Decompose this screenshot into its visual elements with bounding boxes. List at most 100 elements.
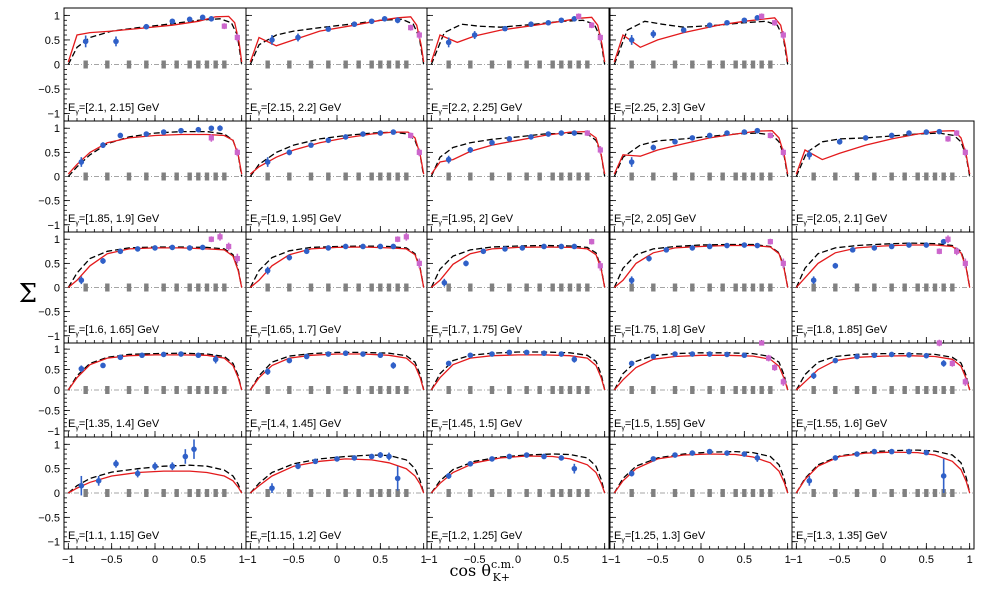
systematic-bar <box>672 172 678 181</box>
systematic-bar <box>196 172 201 181</box>
data-blue-point <box>286 149 293 156</box>
systematic-bar <box>690 60 695 69</box>
systematic-bar <box>524 489 529 497</box>
data-blue-point <box>689 351 696 357</box>
systematic-bar <box>386 386 392 394</box>
systematic-bar <box>378 172 383 181</box>
systematic-bar <box>550 60 555 69</box>
energy-bin-label: Eγ=[1.4, 1.45] GeV <box>250 418 342 432</box>
systematic-bar <box>356 172 361 181</box>
energy-subscript: γ <box>257 220 261 227</box>
systematic-bar <box>378 60 383 69</box>
systematic-bar <box>524 172 529 181</box>
systematic-bar <box>126 283 132 292</box>
data-magenta-point <box>589 22 595 28</box>
systematic-bar <box>915 283 920 292</box>
systematic-bar <box>378 283 383 292</box>
energy-range: =[1.2, 1.25] GeV <box>442 530 523 542</box>
data-blue-point <box>100 258 106 264</box>
systematic-bar <box>550 386 555 394</box>
systematic-bar <box>378 489 383 497</box>
y-tick-label: 0.5 <box>45 147 60 159</box>
energy-symbol: E <box>614 530 621 542</box>
energy-symbol: E <box>796 530 803 542</box>
panel-10: −1 −0.5 0 0.5 1 Eγ=[1.6, 1.65] GeV <box>38 231 247 344</box>
systematic-bar <box>265 172 270 181</box>
data-blue-point <box>445 156 452 163</box>
systematic-bar <box>567 489 573 497</box>
panel-3: Eγ=[2.2, 2.25] GeV <box>426 7 610 122</box>
data-blue-point <box>628 37 635 43</box>
data-blue-point <box>706 448 713 455</box>
data-blue-point <box>706 243 713 250</box>
data-blue-point <box>754 455 761 461</box>
model-curve-dashed <box>613 243 789 288</box>
data-blue-point <box>906 242 912 248</box>
energy-symbol: E <box>68 324 75 336</box>
energy-range: =[1.95, 2] GeV <box>442 213 514 225</box>
data-blue-point <box>741 17 748 24</box>
data-blue-point <box>506 453 513 460</box>
energy-subscript: γ <box>621 537 625 544</box>
energy-range: =[2.25, 2.3] GeV <box>625 102 706 114</box>
data-magenta-point <box>780 32 786 38</box>
data-blue-point <box>377 130 384 136</box>
panel-17: Eγ=[1.45, 1.5] GeV <box>426 342 610 438</box>
data-blue-point <box>936 128 943 135</box>
systematic-bar <box>287 60 292 69</box>
data-magenta-point <box>208 236 214 242</box>
systematic-bar <box>537 60 542 69</box>
energy-symbol: E <box>431 530 438 542</box>
data-blue-point <box>351 21 358 28</box>
systematic-bar <box>265 60 270 69</box>
model-curve-red <box>613 453 789 494</box>
energy-range: =[1.4, 1.45] GeV <box>261 418 342 430</box>
model-curve-dashed <box>67 464 243 494</box>
data-blue-point <box>269 485 275 491</box>
energy-symbol: E <box>250 102 257 114</box>
data-blue-point <box>445 473 452 479</box>
energy-bin-label: Eγ=[1.8, 1.85] GeV <box>796 324 888 338</box>
data-blue-point <box>360 243 366 250</box>
model-curve-red <box>67 133 243 175</box>
data-blue-point <box>754 127 761 134</box>
systematic-bar <box>672 283 678 292</box>
energy-bin-label: Eγ=[1.65, 1.7] GeV <box>250 324 342 338</box>
data-blue-point <box>741 129 748 135</box>
x-axis-title: cos θc.m. K+ <box>449 558 514 584</box>
data-blue-point <box>628 360 635 367</box>
systematic-bar <box>386 172 392 181</box>
data-magenta-point <box>395 236 401 242</box>
systematic-bar <box>83 283 88 292</box>
data-blue-point <box>836 138 843 145</box>
systematic-bar <box>83 386 88 394</box>
data-blue-point <box>134 246 141 252</box>
data-blue-point <box>940 360 947 367</box>
data-blue-point <box>467 352 474 359</box>
panel-18: Eγ=[1.5, 1.55] GeV <box>609 340 793 438</box>
y-tick-label: 0 <box>54 60 60 72</box>
data-blue-point <box>386 453 392 460</box>
y-tick-label: −1 <box>47 537 60 549</box>
systematic-bar <box>585 386 590 394</box>
y-tick-label: −1 <box>47 331 60 343</box>
energy-range: =[1.25, 1.3] GeV <box>625 530 706 542</box>
systematic-bar <box>386 489 392 497</box>
systematic-bar <box>222 60 227 69</box>
data-magenta-point <box>408 132 414 139</box>
systematic-bar <box>213 386 218 394</box>
data-blue-point <box>806 151 813 158</box>
systematic-bar <box>690 489 695 497</box>
energy-subscript: γ <box>257 109 261 116</box>
energy-bin-label: Eγ=[1.5, 1.55] GeV <box>614 418 706 432</box>
energy-symbol: E <box>614 324 621 336</box>
panel-23: Eγ=[1.25, 1.3] GeV −1 −0.5 0 0.5 1 <box>608 436 793 566</box>
systematic-bar <box>872 386 877 394</box>
panel-19: Eγ=[1.55, 1.6] GeV <box>791 339 975 438</box>
systematic-bar <box>833 172 838 181</box>
systematic-bar <box>144 489 149 497</box>
model-curve-red <box>249 131 425 175</box>
systematic-bar <box>507 386 512 394</box>
systematic-bar <box>537 283 542 292</box>
data-magenta-point <box>962 379 968 385</box>
